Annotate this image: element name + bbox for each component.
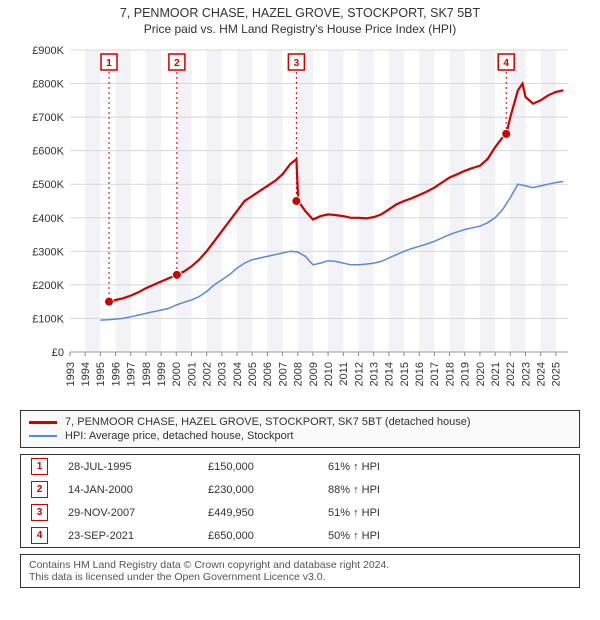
legend-row-property: 7, PENMOOR CHASE, HAZEL GROVE, STOCKPORT… — [29, 415, 571, 429]
legend: 7, PENMOOR CHASE, HAZEL GROVE, STOCKPORT… — [20, 410, 580, 448]
sales-table: 1 28-JUL-1995 £150,000 61% ↑ HPI 2 14-JA… — [20, 454, 580, 548]
svg-text:2014: 2014 — [384, 362, 396, 386]
price-chart: £0 £100K £200K £300K £400K £500K £600K £700K £80… — [20, 42, 580, 402]
sale-price: £449,950 — [208, 507, 308, 519]
svg-text:2008: 2008 — [293, 362, 305, 386]
title-line-2: Price paid vs. HM Land Registry's House … — [4, 22, 596, 36]
table-row: 4 23-SEP-2021 £650,000 50% ↑ HPI — [21, 524, 579, 547]
legend-swatch-hpi — [29, 435, 57, 437]
svg-text:£900K: £900K — [32, 45, 64, 57]
legend-row-hpi: HPI: Average price, detached house, Stoc… — [29, 429, 571, 443]
svg-text:2: 2 — [174, 58, 180, 69]
svg-text:£0: £0 — [52, 347, 64, 359]
svg-text:1: 1 — [106, 58, 112, 69]
sale-hpi-delta: 61% ↑ HPI — [328, 461, 380, 473]
title-line-1: 7, PENMOOR CHASE, HAZEL GROVE, STOCKPORT… — [4, 6, 596, 20]
svg-text:£600K: £600K — [32, 146, 64, 158]
svg-text:2001: 2001 — [186, 362, 198, 386]
svg-text:2016: 2016 — [414, 362, 426, 386]
svg-text:2006: 2006 — [262, 362, 274, 386]
sale-price: £150,000 — [208, 461, 308, 473]
svg-text:3: 3 — [294, 58, 300, 69]
table-row: 1 28-JUL-1995 £150,000 61% ↑ HPI — [21, 455, 579, 478]
svg-text:2023: 2023 — [520, 362, 532, 386]
svg-text:4: 4 — [503, 58, 509, 69]
svg-text:2025: 2025 — [551, 362, 563, 386]
sale-date: 14-JAN-2000 — [68, 484, 188, 496]
svg-text:2018: 2018 — [444, 362, 456, 386]
svg-text:1999: 1999 — [156, 362, 168, 386]
sale-marker-icon: 2 — [31, 481, 48, 498]
footer-line-2: This data is licensed under the Open Gov… — [29, 571, 571, 583]
svg-text:2021: 2021 — [490, 362, 502, 386]
footer-line-1: Contains HM Land Registry data © Crown c… — [29, 559, 571, 571]
svg-text:2011: 2011 — [338, 362, 350, 386]
sale-date: 29-NOV-2007 — [68, 507, 188, 519]
sale-marker-icon: 1 — [31, 458, 48, 475]
svg-text:1996: 1996 — [110, 362, 122, 386]
svg-text:£300K: £300K — [32, 246, 64, 258]
svg-text:£700K: £700K — [32, 112, 64, 124]
sale-marker-icon: 4 — [31, 527, 48, 544]
svg-text:£200K: £200K — [32, 280, 64, 292]
svg-text:1997: 1997 — [126, 362, 138, 386]
legend-label-hpi: HPI: Average price, detached house, Stoc… — [65, 430, 294, 442]
svg-text:£500K: £500K — [32, 179, 64, 191]
table-row: 2 14-JAN-2000 £230,000 88% ↑ HPI — [21, 478, 579, 501]
svg-text:£400K: £400K — [32, 213, 64, 225]
sale-hpi-delta: 50% ↑ HPI — [328, 530, 380, 542]
legend-swatch-property — [29, 421, 57, 424]
sale-hpi-delta: 88% ↑ HPI — [328, 484, 380, 496]
svg-text:1995: 1995 — [95, 362, 107, 386]
svg-text:2000: 2000 — [171, 362, 183, 386]
legend-label-property: 7, PENMOOR CHASE, HAZEL GROVE, STOCKPORT… — [65, 416, 471, 428]
svg-text:2010: 2010 — [323, 362, 335, 386]
svg-text:2005: 2005 — [247, 362, 259, 386]
attribution: Contains HM Land Registry data © Crown c… — [20, 554, 580, 588]
sale-hpi-delta: 51% ↑ HPI — [328, 507, 380, 519]
svg-text:2020: 2020 — [475, 362, 487, 386]
svg-text:1994: 1994 — [80, 362, 92, 386]
svg-text:2017: 2017 — [429, 362, 441, 386]
svg-text:2019: 2019 — [460, 362, 472, 386]
svg-text:2002: 2002 — [201, 362, 213, 386]
svg-text:1998: 1998 — [141, 362, 153, 386]
svg-text:2003: 2003 — [217, 362, 229, 386]
table-row: 3 29-NOV-2007 £449,950 51% ↑ HPI — [21, 501, 579, 524]
sale-marker-icon: 3 — [31, 504, 48, 521]
sale-price: £230,000 — [208, 484, 308, 496]
sale-date: 23-SEP-2021 — [68, 530, 188, 542]
svg-text:2024: 2024 — [536, 362, 548, 386]
sale-price: £650,000 — [208, 530, 308, 542]
svg-text:2015: 2015 — [399, 362, 411, 386]
svg-text:2007: 2007 — [277, 362, 289, 386]
svg-text:2012: 2012 — [353, 362, 365, 386]
svg-text:£100K: £100K — [32, 313, 64, 325]
svg-text:1993: 1993 — [65, 362, 77, 386]
svg-text:2013: 2013 — [369, 362, 381, 386]
svg-text:£800K: £800K — [32, 79, 64, 91]
svg-text:2009: 2009 — [308, 362, 320, 386]
sale-date: 28-JUL-1995 — [68, 461, 188, 473]
svg-text:2022: 2022 — [505, 362, 517, 386]
svg-text:2004: 2004 — [232, 362, 244, 386]
